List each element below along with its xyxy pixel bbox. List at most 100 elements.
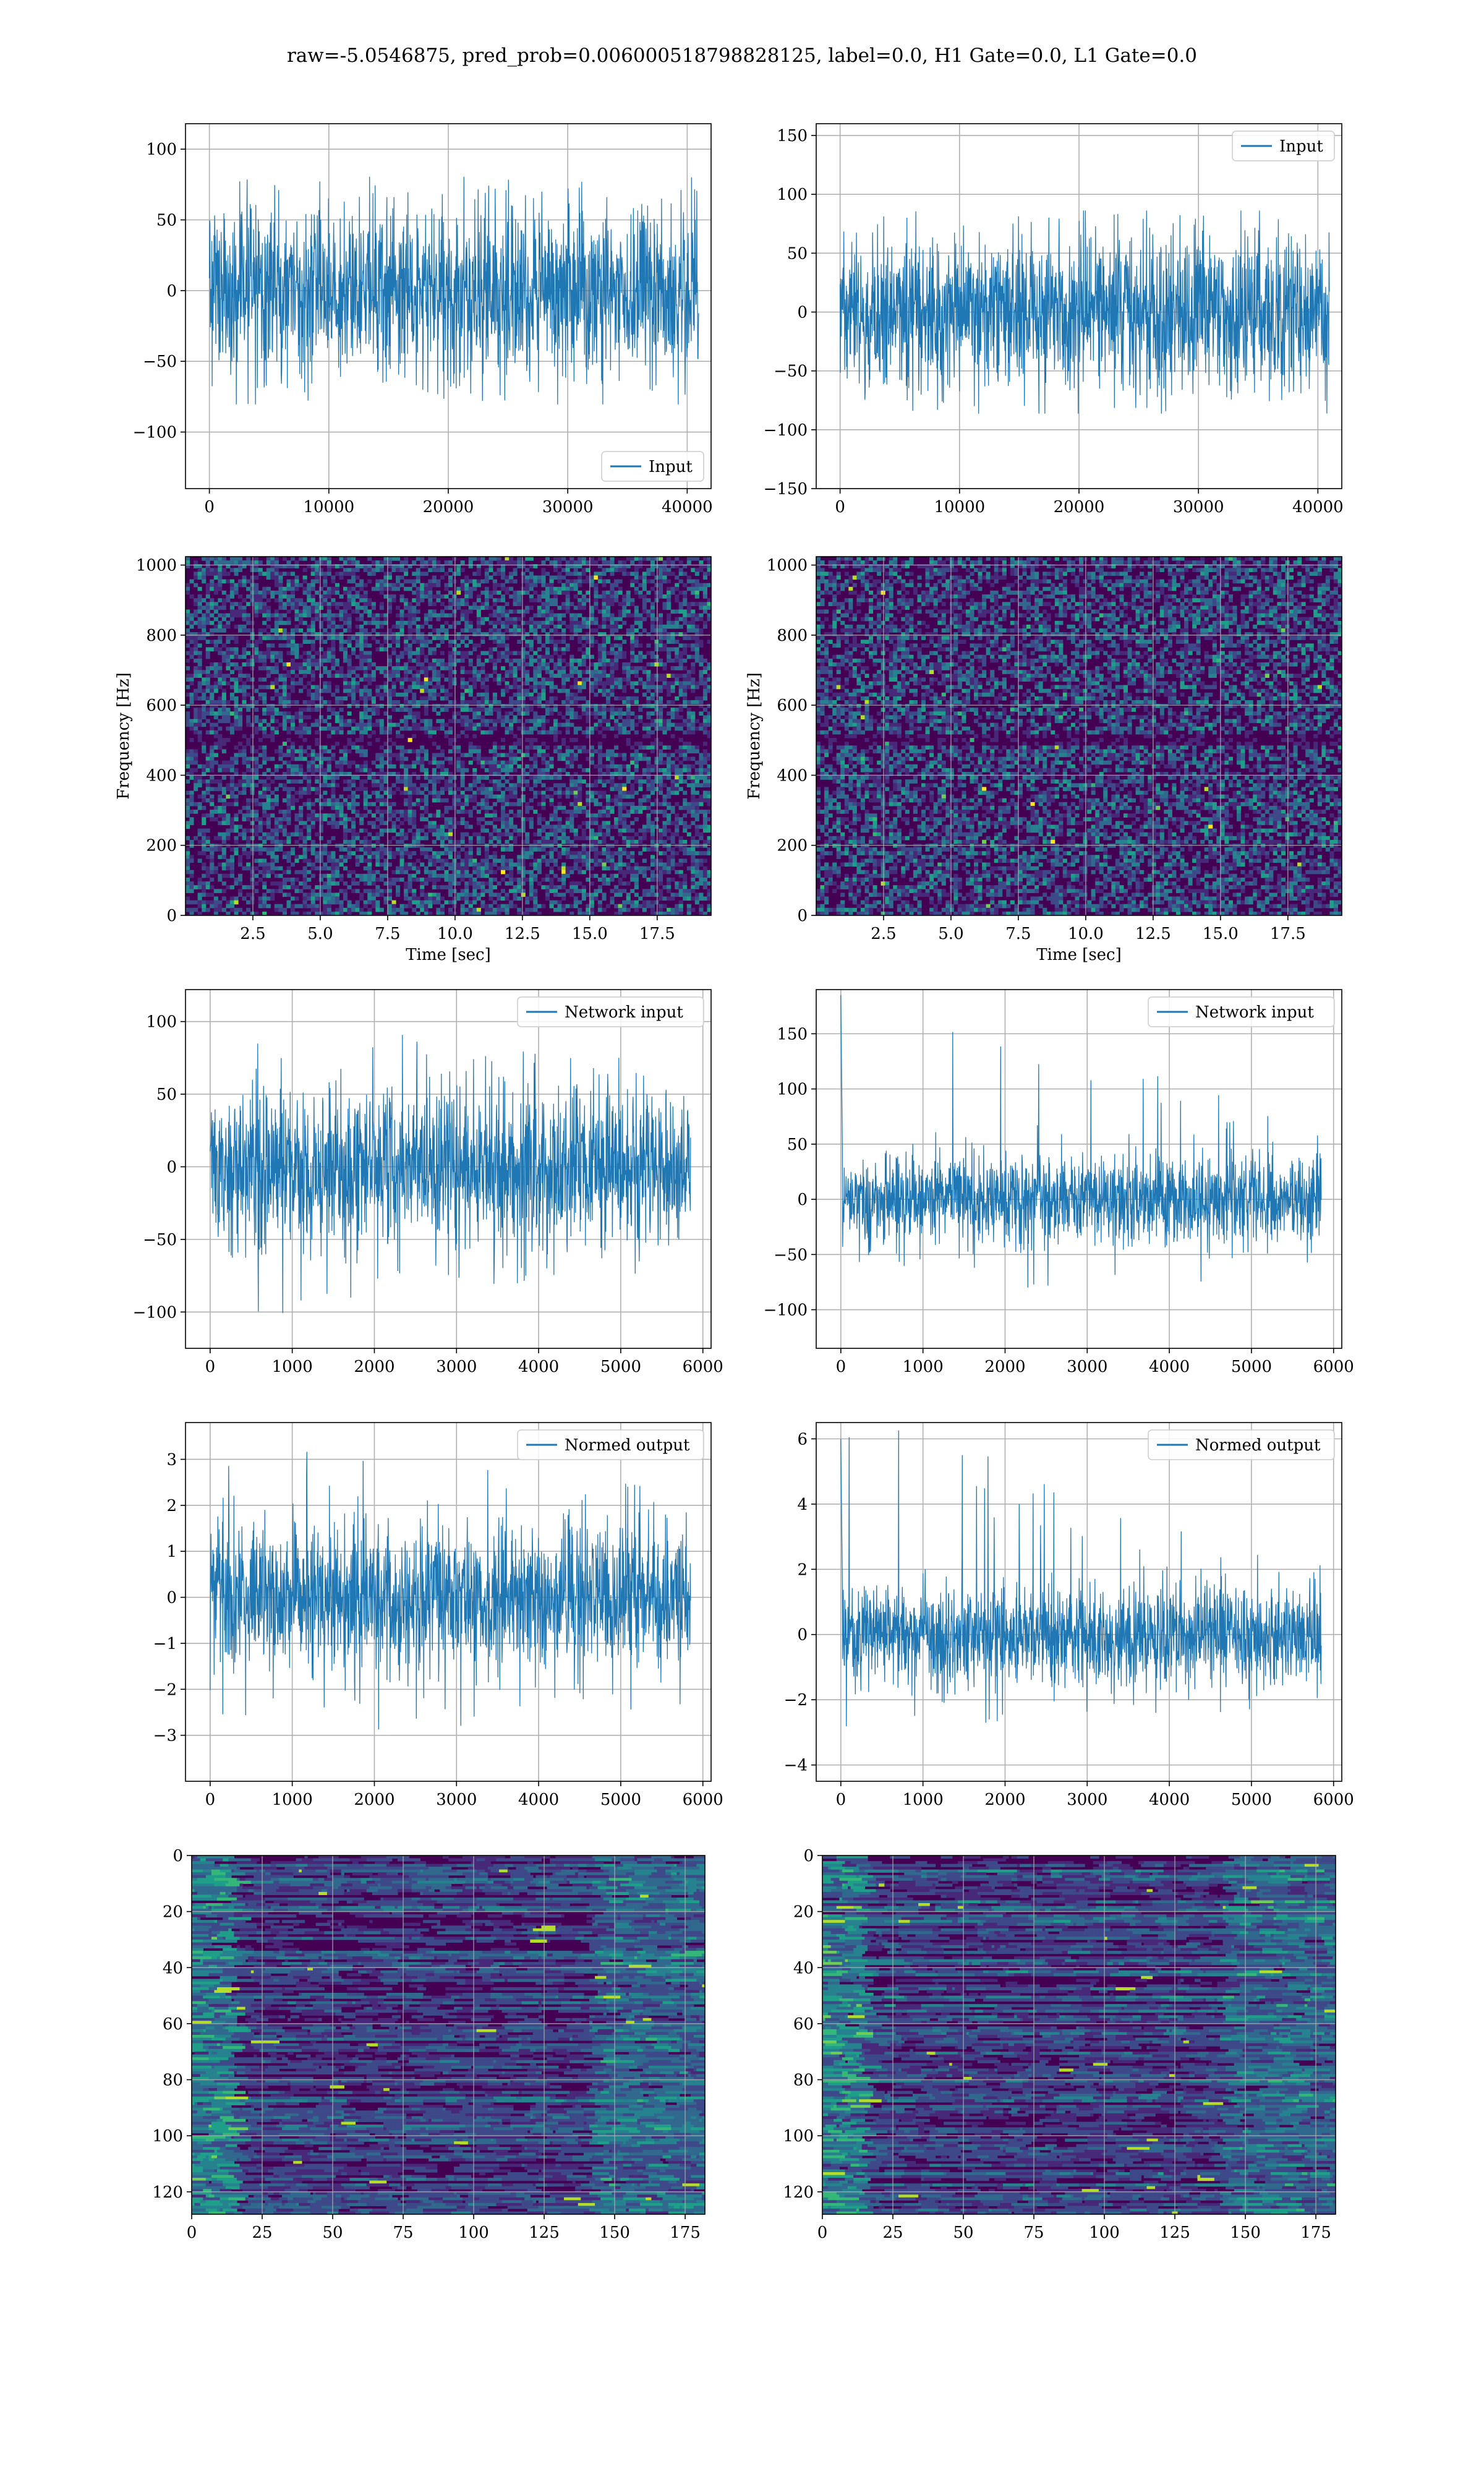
y-tick-label: 150 bbox=[777, 127, 808, 145]
y-tick-label: 100 bbox=[783, 2127, 814, 2146]
x-tick-label: 125 bbox=[529, 2224, 560, 2242]
x-tick-label: 25 bbox=[252, 2224, 272, 2242]
y-tick-label: 100 bbox=[777, 186, 808, 204]
y-tick-label: 400 bbox=[777, 766, 808, 785]
y-tick-label: 50 bbox=[156, 212, 177, 230]
x-tick-label: 0 bbox=[205, 1358, 216, 1376]
y-tick-label: −3 bbox=[153, 1727, 177, 1745]
y-tick-label: 2 bbox=[166, 1497, 177, 1515]
subplot-h1-input: Input 0 10000 20000 30000 40000 −100 −50 0 50 100 bbox=[133, 123, 713, 516]
y-tick-label: 0 bbox=[797, 1626, 808, 1645]
y-tick-label: 600 bbox=[146, 696, 177, 715]
y-tick-label: −100 bbox=[133, 1303, 177, 1322]
x-tick-label: 30000 bbox=[542, 498, 594, 516]
x-tick-label: 5000 bbox=[1231, 1358, 1272, 1376]
x-tick-label: 15.0 bbox=[1203, 925, 1239, 943]
y-tick-label: 40 bbox=[793, 1959, 814, 1977]
figure-suptitle: raw=-5.0546875, pred_prob=0.006000518798… bbox=[287, 45, 1197, 67]
x-tick-label: 3000 bbox=[1067, 1791, 1107, 1809]
x-tick-label: 40000 bbox=[1292, 498, 1344, 516]
axes-frame bbox=[191, 1855, 706, 2215]
y-tick-label: 200 bbox=[146, 837, 177, 855]
series-line bbox=[208, 176, 699, 404]
x-axis-label: Time [sec] bbox=[1036, 946, 1122, 964]
y-tick-label: 400 bbox=[146, 766, 177, 785]
y-tick-label: 80 bbox=[163, 2071, 183, 2090]
legend: Network input bbox=[517, 996, 704, 1027]
y-tick-label: 2 bbox=[797, 1560, 808, 1579]
tick-labels: 0 1000 2000 3000 4000 5000 6000 −4 −2 0 2 4 6 bbox=[784, 1430, 1354, 1809]
y-axis-label: Frequency [Hz] bbox=[114, 672, 133, 800]
y-tick-label: 20 bbox=[163, 1903, 183, 1922]
x-tick-label: 2000 bbox=[354, 1358, 394, 1376]
tick-labels: 0 10000 20000 30000 40000 −100 −50 0 50 100 bbox=[133, 140, 713, 516]
y-tick-label: 800 bbox=[146, 627, 177, 645]
x-tick-label: 0 bbox=[836, 1358, 846, 1376]
series-line bbox=[840, 1430, 1322, 1727]
subplot-h1-features: 0 25 50 75 100 125 150 175 0 20 40 60 80 100 120 bbox=[152, 1847, 706, 2242]
x-tick-label: 50 bbox=[322, 2224, 343, 2242]
x-tick-label: 5000 bbox=[600, 1791, 641, 1809]
tick-labels: 0 25 50 75 100 125 150 175 0 20 40 60 80 100 120 bbox=[783, 1847, 1331, 2242]
x-tick-label: 0 bbox=[817, 2224, 828, 2242]
y-tick-label: 1000 bbox=[136, 557, 177, 575]
legend: Normed output bbox=[517, 1429, 704, 1460]
x-tick-label: 30000 bbox=[1173, 498, 1224, 516]
x-tick-label: 7.5 bbox=[375, 925, 400, 943]
legend-label: Input bbox=[1279, 137, 1323, 156]
axes-frame bbox=[816, 556, 1342, 916]
y-tick-label: 100 bbox=[777, 1081, 808, 1099]
y-tick-label: 100 bbox=[152, 2127, 183, 2146]
series-line bbox=[839, 210, 1330, 414]
y-tick-label: 4 bbox=[797, 1496, 808, 1514]
subplot-l1-features: 0 25 50 75 100 125 150 175 0 20 40 60 80 100 120 bbox=[783, 1847, 1336, 2242]
x-tick-label: 5000 bbox=[600, 1358, 641, 1376]
series-line bbox=[840, 995, 1322, 1288]
tick-labels: 0 1000 2000 3000 4000 5000 6000 −100 −50 0 50 100 15… bbox=[764, 1025, 1354, 1376]
x-tick-label: 2000 bbox=[984, 1791, 1025, 1809]
y-tick-label: 150 bbox=[777, 1025, 808, 1043]
x-tick-label: 175 bbox=[1300, 2224, 1331, 2242]
x-tick-label: 2.5 bbox=[240, 925, 265, 943]
y-tick-label: 200 bbox=[777, 837, 808, 855]
y-tick-label: 100 bbox=[146, 140, 177, 159]
x-tick-label: 6000 bbox=[1313, 1791, 1354, 1809]
x-tick-label: 6000 bbox=[683, 1791, 723, 1809]
y-tick-label: 0 bbox=[803, 1847, 814, 1865]
y-tick-label: −100 bbox=[764, 421, 808, 440]
y-tick-label: 3 bbox=[166, 1450, 177, 1469]
axes-frame bbox=[816, 1422, 1342, 1782]
legend: Input bbox=[1232, 131, 1335, 161]
subplot-l1-normed-output: Normed output 0 1000 2000 3000 4000 5000 6000 −4… bbox=[784, 1422, 1354, 1809]
y-axis-label: Frequency [Hz] bbox=[745, 672, 764, 800]
x-tick-label: 75 bbox=[393, 2224, 413, 2242]
axes-frame bbox=[185, 1422, 712, 1782]
series-line bbox=[210, 1035, 691, 1313]
y-tick-label: 0 bbox=[797, 1191, 808, 1209]
legend-label: Network input bbox=[565, 1003, 683, 1022]
x-tick-label: 2.5 bbox=[871, 925, 896, 943]
y-tick-label: 20 bbox=[793, 1903, 814, 1922]
tick-labels: 0 1000 2000 3000 4000 5000 6000 −100 −50 0 50 100 bbox=[133, 1013, 723, 1376]
x-tick-label: 17.5 bbox=[1270, 925, 1306, 943]
x-tick-label: 5.0 bbox=[307, 925, 333, 943]
y-tick-label: 0 bbox=[166, 1589, 177, 1607]
x-tick-label: 6000 bbox=[683, 1358, 723, 1376]
axes-frame bbox=[185, 989, 712, 1349]
x-tick-label: 75 bbox=[1023, 2224, 1044, 2242]
y-tick-label: −100 bbox=[764, 1301, 808, 1320]
y-tick-label: 60 bbox=[163, 2015, 183, 2034]
x-tick-label: 150 bbox=[599, 2224, 630, 2242]
y-tick-label: −4 bbox=[784, 1757, 808, 1775]
y-tick-label: 0 bbox=[797, 304, 808, 322]
y-tick-label: −150 bbox=[764, 480, 808, 499]
x-tick-label: 40000 bbox=[662, 498, 713, 516]
y-tick-label: 0 bbox=[166, 907, 177, 925]
x-tick-label: 12.5 bbox=[505, 925, 540, 943]
x-tick-label: 25 bbox=[882, 2224, 903, 2242]
x-tick-label: 0 bbox=[205, 1791, 216, 1809]
tick-labels: 2.5 5.0 7.5 10.0 12.5 15.0 17.5 0 200 400 600 800 10… bbox=[136, 557, 675, 943]
x-tick-label: 1000 bbox=[903, 1791, 944, 1809]
x-tick-label: 3000 bbox=[1067, 1358, 1107, 1376]
